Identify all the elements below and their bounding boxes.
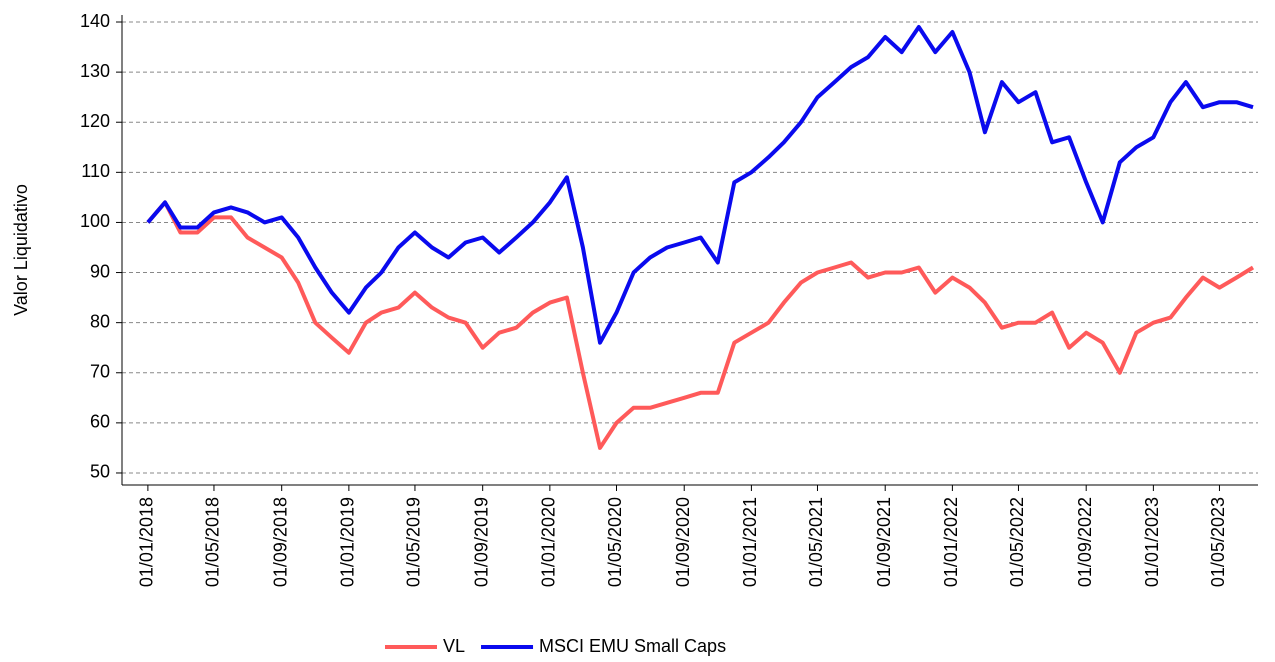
legend-label: VL [443,636,465,656]
y-tick-label: 70 [90,362,110,382]
y-tick-label: 140 [80,11,110,31]
x-tick-label: 01/01/2022 [941,497,961,587]
x-tick-label: 01/05/2021 [806,497,826,587]
x-tick-label: 01/01/2020 [539,497,559,587]
x-tick-label: 01/01/2018 [137,497,157,587]
y-tick-label: 90 [90,261,110,281]
x-tick-label: 01/01/2023 [1142,497,1162,587]
y-tick-label: 100 [80,211,110,231]
x-tick-label: 01/09/2019 [471,497,491,587]
x-tick-label: 01/09/2018 [270,497,290,587]
y-tick-label: 110 [81,161,110,181]
x-tick-label: 01/05/2022 [1007,497,1027,587]
x-tick-label: 01/01/2019 [338,497,358,587]
x-tick-label: 01/05/2019 [404,497,424,587]
x-tick-label: 01/05/2018 [203,497,223,587]
y-tick-label: 120 [80,111,110,131]
series-line [146,25,1254,345]
y-tick-label: 80 [90,311,110,331]
x-tick-label: 01/01/2021 [740,497,760,587]
x-tick-label: 01/09/2020 [673,497,693,587]
y-tick-label: 60 [90,412,110,432]
x-tick-label: 01/09/2022 [1075,497,1095,587]
x-tick-label: 01/05/2023 [1208,497,1228,587]
x-tick-label: 01/05/2020 [605,497,625,587]
y-tick-label: 130 [80,61,110,81]
y-axis-label: Valor Liquidativo [11,184,31,316]
series-line [146,200,1255,450]
legend-label: MSCI EMU Small Caps [539,636,726,656]
x-tick-label: 01/09/2021 [874,497,894,587]
y-tick-label: 50 [90,462,110,482]
